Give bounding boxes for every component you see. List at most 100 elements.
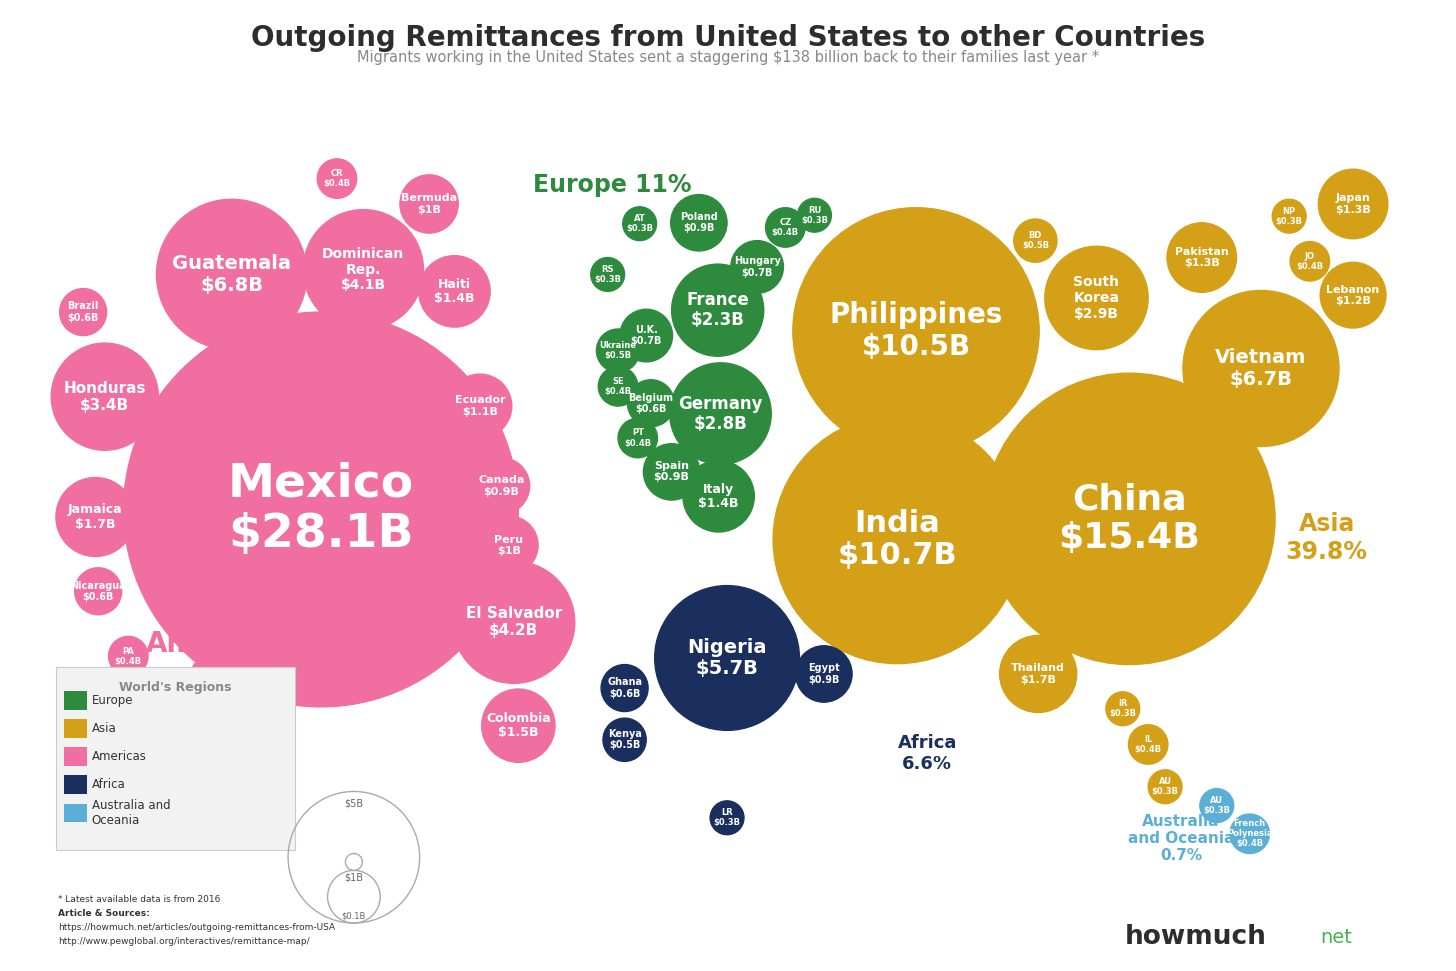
Text: France
$2.3B: France $2.3B (686, 291, 748, 329)
Text: Asia: Asia (92, 722, 116, 735)
Circle shape (1045, 247, 1149, 350)
FancyBboxPatch shape (64, 691, 87, 710)
Circle shape (603, 719, 646, 761)
Text: Honduras
$3.4B: Honduras $3.4B (64, 381, 146, 413)
Text: Ecuador
$1.1B: Ecuador $1.1B (454, 395, 505, 417)
Circle shape (1149, 770, 1182, 804)
Circle shape (1200, 788, 1233, 822)
Text: Europe: Europe (92, 694, 132, 707)
Circle shape (473, 457, 530, 515)
FancyBboxPatch shape (64, 720, 87, 738)
Circle shape (156, 199, 307, 350)
Circle shape (124, 312, 518, 707)
Text: Asia
39.8%: Asia 39.8% (1286, 512, 1367, 563)
Circle shape (1230, 814, 1270, 854)
Circle shape (1128, 724, 1168, 764)
Circle shape (731, 241, 783, 293)
Circle shape (623, 207, 657, 241)
Text: IR
$0.3B: IR $0.3B (1109, 699, 1136, 719)
Circle shape (1107, 691, 1140, 725)
Text: Egypt
$0.9B: Egypt $0.9B (808, 663, 840, 685)
Circle shape (598, 367, 638, 406)
Text: LR
$0.3B: LR $0.3B (713, 808, 741, 827)
Text: Dominican
Rep.
$4.1B: Dominican Rep. $4.1B (322, 247, 405, 292)
FancyBboxPatch shape (64, 776, 87, 794)
Text: Migrants working in the United States sent a staggering $138 billion back to the: Migrants working in the United States se… (357, 50, 1099, 65)
FancyBboxPatch shape (55, 667, 294, 850)
Circle shape (51, 343, 159, 451)
Text: Americas: Americas (92, 751, 147, 763)
Circle shape (419, 255, 491, 327)
Text: Thailand
$1.7B: Thailand $1.7B (1012, 663, 1066, 685)
Text: howmuch: howmuch (1124, 924, 1267, 951)
Text: $5B: $5B (344, 799, 364, 809)
Circle shape (400, 175, 459, 233)
Text: Vietnam
$6.7B: Vietnam $6.7B (1216, 349, 1306, 388)
Circle shape (794, 208, 1040, 454)
Text: Japan
$1.3B: Japan $1.3B (1335, 193, 1372, 215)
Text: Haiti
$1.4B: Haiti $1.4B (434, 278, 475, 305)
Text: $0.1B: $0.1B (342, 911, 365, 921)
Circle shape (711, 801, 744, 835)
Text: Belgium
$0.6B: Belgium $0.6B (629, 392, 674, 414)
Text: AT
$0.3B: AT $0.3B (626, 215, 654, 233)
Text: Guatemala
$6.8B: Guatemala $6.8B (172, 254, 291, 294)
Text: Jamaica
$1.7B: Jamaica $1.7B (68, 503, 122, 531)
Circle shape (597, 329, 639, 372)
Circle shape (984, 373, 1275, 664)
Circle shape (109, 636, 149, 676)
Text: Brazil
$0.6B: Brazil $0.6B (67, 301, 99, 322)
Text: World's Regions: World's Regions (119, 681, 232, 693)
Text: PT
$0.4B: PT $0.4B (625, 428, 651, 448)
Text: net: net (1321, 927, 1353, 947)
Text: Europe 11%: Europe 11% (533, 173, 692, 197)
Text: Mexico
$28.1B: Mexico $28.1B (229, 462, 414, 557)
Text: Africa: Africa (92, 779, 125, 791)
Text: SE
$0.4B: SE $0.4B (604, 377, 632, 396)
Circle shape (591, 257, 625, 291)
Text: China
$15.4B: China $15.4B (1059, 483, 1200, 554)
Text: Spain
$0.9B: Spain $0.9B (654, 461, 690, 483)
Text: India
$10.7B: India $10.7B (837, 509, 957, 570)
Circle shape (74, 568, 122, 615)
Text: AU
$0.3B: AU $0.3B (1152, 777, 1178, 796)
Text: IL
$0.4B: IL $0.4B (1134, 735, 1162, 754)
Circle shape (453, 561, 575, 684)
Text: Article & Sources:: Article & Sources: (58, 909, 150, 918)
Text: CZ
$0.4B: CZ $0.4B (772, 218, 799, 237)
Circle shape (1013, 219, 1057, 262)
Text: Australia
and Oceania
0.7%: Australia and Oceania 0.7% (1128, 814, 1235, 863)
Circle shape (671, 264, 764, 356)
Text: Ukraine
$0.5B: Ukraine $0.5B (600, 341, 636, 360)
Circle shape (766, 208, 805, 248)
Text: RS
$0.3B: RS $0.3B (594, 265, 622, 284)
Text: U.K.
$0.7B: U.K. $0.7B (630, 325, 662, 346)
FancyBboxPatch shape (64, 804, 87, 822)
Circle shape (1290, 242, 1329, 281)
Circle shape (620, 309, 673, 362)
Text: Ghana
$0.6B: Ghana $0.6B (607, 678, 642, 699)
Text: Italy
$1.4B: Italy $1.4B (699, 483, 738, 510)
Text: South
Korea
$2.9B: South Korea $2.9B (1073, 276, 1120, 320)
Text: Nicaragua
$0.6B: Nicaragua $0.6B (70, 581, 127, 602)
Circle shape (482, 689, 555, 762)
Text: BD
$0.5B: BD $0.5B (1022, 231, 1048, 251)
Text: Lebanon
$1.2B: Lebanon $1.2B (1326, 285, 1380, 306)
Text: Colombia
$1.5B: Colombia $1.5B (486, 712, 550, 739)
Text: Peru
$1B: Peru $1B (495, 535, 524, 555)
Circle shape (1318, 169, 1388, 239)
Text: Nigeria
$5.7B: Nigeria $5.7B (687, 638, 767, 678)
FancyBboxPatch shape (64, 748, 87, 766)
Circle shape (655, 586, 799, 730)
Text: Outgoing Remittances from United States to other Countries: Outgoing Remittances from United States … (250, 24, 1206, 52)
Text: CR
$0.4B: CR $0.4B (323, 169, 351, 188)
Text: JO
$0.4B: JO $0.4B (1296, 251, 1324, 271)
Text: Poland
$0.9B: Poland $0.9B (680, 212, 718, 233)
Text: Philippines
$10.5B: Philippines $10.5B (830, 301, 1003, 360)
Text: Germany
$2.8B: Germany $2.8B (678, 394, 763, 433)
Circle shape (670, 363, 772, 464)
Circle shape (795, 646, 852, 702)
Text: Hungary
$0.7B: Hungary $0.7B (734, 256, 780, 278)
Circle shape (683, 460, 754, 532)
Text: https://howmuch.net/articles/outgoing-remittances-from-USA: https://howmuch.net/articles/outgoing-re… (58, 923, 335, 932)
